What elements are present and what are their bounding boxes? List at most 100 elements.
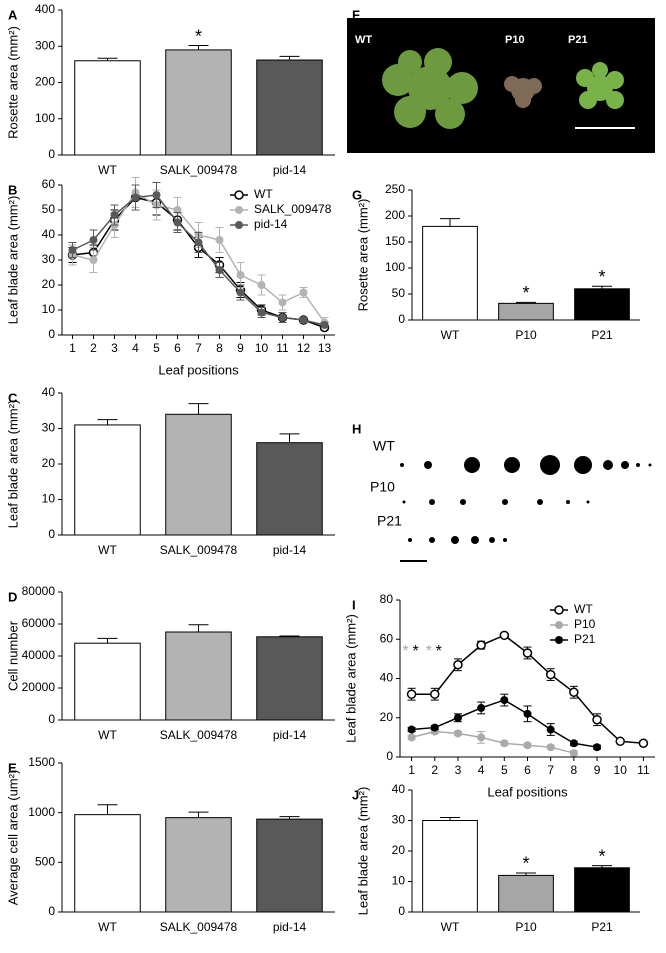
bar [74,424,141,536]
leaf-row-p21 [408,536,507,544]
x-tick-label: 4 [132,341,139,355]
x-tick-label: WT [441,920,460,934]
x-tick-label: 9 [594,763,601,777]
y-tick-label: 150 [385,234,405,248]
point [499,630,510,641]
x-tick-label: 5 [501,763,508,777]
point [569,739,578,748]
x-tick-label: 12 [297,341,311,355]
x-axis-label: Leaf positions [487,784,568,799]
x-tick-label: pid-14 [273,543,307,557]
y-axis-label: Average cell area (um²) [5,770,20,906]
point [110,211,119,219]
bar [256,636,323,721]
significance-mark: * [412,643,418,660]
panel-letter: I [352,597,356,612]
x-tick-label: pid-14 [273,920,307,934]
photo-label: P21 [377,513,402,529]
y-tick-label: 500 [35,855,55,869]
point [215,266,224,274]
x-tick-label: 11 [276,341,289,355]
x-tick-label: 1 [69,341,76,355]
y-axis-label: Leaf blade area (mm²) [355,787,370,916]
y-tick-label: 10 [392,874,406,888]
rosette-wt [382,48,478,129]
x-tick-label: 8 [571,763,578,777]
bar [498,302,554,321]
x-tick-label: WT [98,163,117,177]
point [430,689,440,699]
y-tick-label: 100 [35,111,55,125]
significance-mark: * [195,26,202,46]
point [569,687,579,697]
photo-h: WT P10 P21 [370,438,652,562]
y-tick-label: 0 [48,712,55,726]
point [406,689,417,699]
leaf-row-p10 [402,499,590,505]
point [299,316,308,324]
y-tick-label: 0 [398,904,405,918]
x-tick-label: 6 [524,763,531,777]
y-axis-label: Leaf blade area (mm²) [343,614,358,743]
legend-marker [554,605,564,615]
photo-f: WT P10 P21 [347,18,655,153]
y-tick-label: 30 [42,421,56,435]
point [320,321,329,329]
point [453,713,462,722]
legend-label: pid-14 [254,217,288,231]
rosette-p21 [576,62,624,109]
y-tick-label: 1500 [28,755,55,769]
x-tick-label: 4 [478,763,485,777]
x-tick-label: WT [98,920,117,934]
point [299,288,308,297]
y-tick-label: 40 [380,671,394,685]
y-tick-label: 40000 [22,648,56,662]
y-tick-label: 30 [42,252,56,266]
point [407,725,416,734]
y-tick-label: 10 [42,492,56,506]
y-tick-label: 60 [380,631,394,645]
y-tick-label: 400 [35,2,55,16]
bar [165,49,232,156]
y-tick-label: 30 [392,813,406,827]
bar [74,642,141,721]
x-tick-label: SALK_009478 [160,163,238,177]
y-tick-label: 200 [385,208,405,222]
x-tick-label: 10 [614,763,628,777]
y-tick-label: 20 [380,710,394,724]
panel-letter: D [8,589,17,604]
photo-label: WT [355,34,372,46]
y-tick-label: 100 [385,260,405,274]
y-tick-label: 60000 [22,616,56,630]
y-axis-label: Cell number [5,620,20,691]
x-tick-label: 5 [153,341,160,355]
point [257,308,266,317]
bar [498,874,554,913]
point [257,281,266,289]
y-tick-label: 80000 [22,584,56,598]
point [131,193,140,202]
legend-marker [235,221,243,229]
point [477,703,486,712]
x-tick-label: 6 [174,341,181,355]
x-tick-label: WT [98,728,117,742]
legend-label: SALK_009478 [254,202,332,216]
significance-mark: * [522,283,529,303]
legend-marker [235,206,243,214]
x-tick-label: 7 [547,763,554,777]
y-tick-label: 80 [380,592,394,606]
point [522,648,533,658]
x-tick-label: WT [98,543,117,557]
point [592,714,602,725]
x-tick-label: 3 [455,763,462,777]
leaf-row-wt [400,455,652,475]
y-tick-label: 0 [48,147,55,161]
x-tick-label: P10 [515,328,537,342]
panel-letter: B [8,182,17,197]
x-tick-label: 8 [216,341,223,355]
point [638,738,649,749]
bar [256,818,323,913]
significance-mark: * [522,854,529,874]
y-tick-label: 200 [35,75,55,89]
bar [74,814,141,913]
